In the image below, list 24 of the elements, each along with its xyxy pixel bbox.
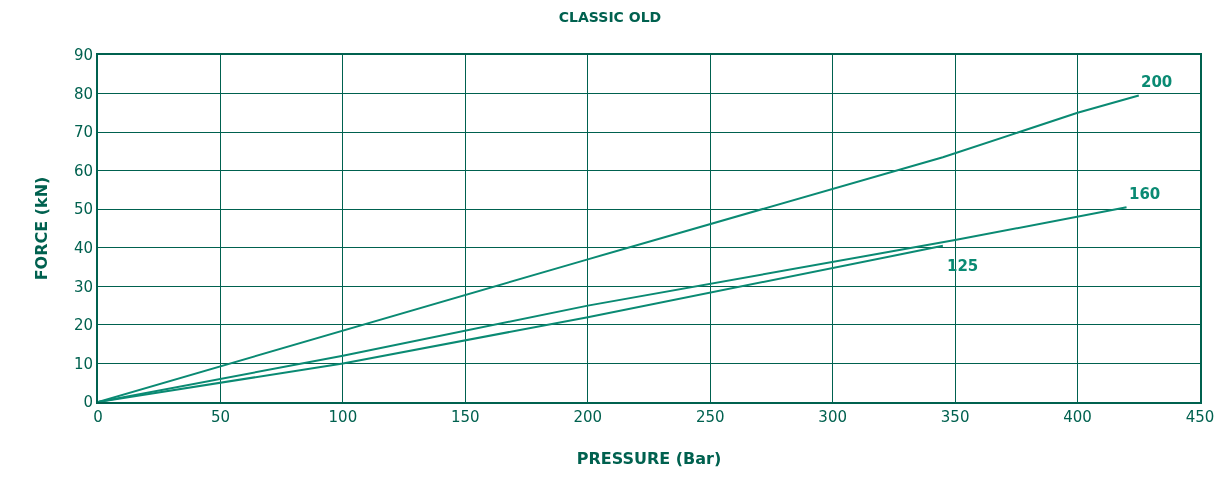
y-tick-label: 20 <box>73 316 93 335</box>
y-tick-label: 40 <box>73 239 93 258</box>
y-tick-label: 0 <box>83 393 93 412</box>
x-tick-label: 400 <box>1063 408 1092 426</box>
x-tick-label: 350 <box>940 408 970 426</box>
y-tick-label: 60 <box>73 161 93 180</box>
y-tick-label: 30 <box>73 277 93 296</box>
y-axis-title: FORCE (kN) <box>32 176 52 281</box>
series-label: 200 <box>1141 73 1173 91</box>
x-tick-label: 450 <box>1185 408 1215 426</box>
chart-title: CLASSIC OLD <box>558 8 662 25</box>
x-tick-label: 300 <box>818 408 847 426</box>
y-tick-label: 80 <box>73 84 93 103</box>
x-tick-label: 200 <box>573 408 603 426</box>
x-tick-label: 100 <box>328 408 358 426</box>
y-tick-label: 90 <box>73 46 93 65</box>
x-tick-label: 150 <box>451 408 480 426</box>
x-tick-label: 50 <box>210 408 230 426</box>
series-label: 160 <box>1129 185 1161 203</box>
y-tick-label: 50 <box>73 200 93 219</box>
y-tick-label: 70 <box>73 123 93 142</box>
x-tick-label: 250 <box>695 408 725 426</box>
y-tick-label: 10 <box>73 354 93 373</box>
x-axis-title: PRESSURE (Bar) <box>576 449 722 469</box>
